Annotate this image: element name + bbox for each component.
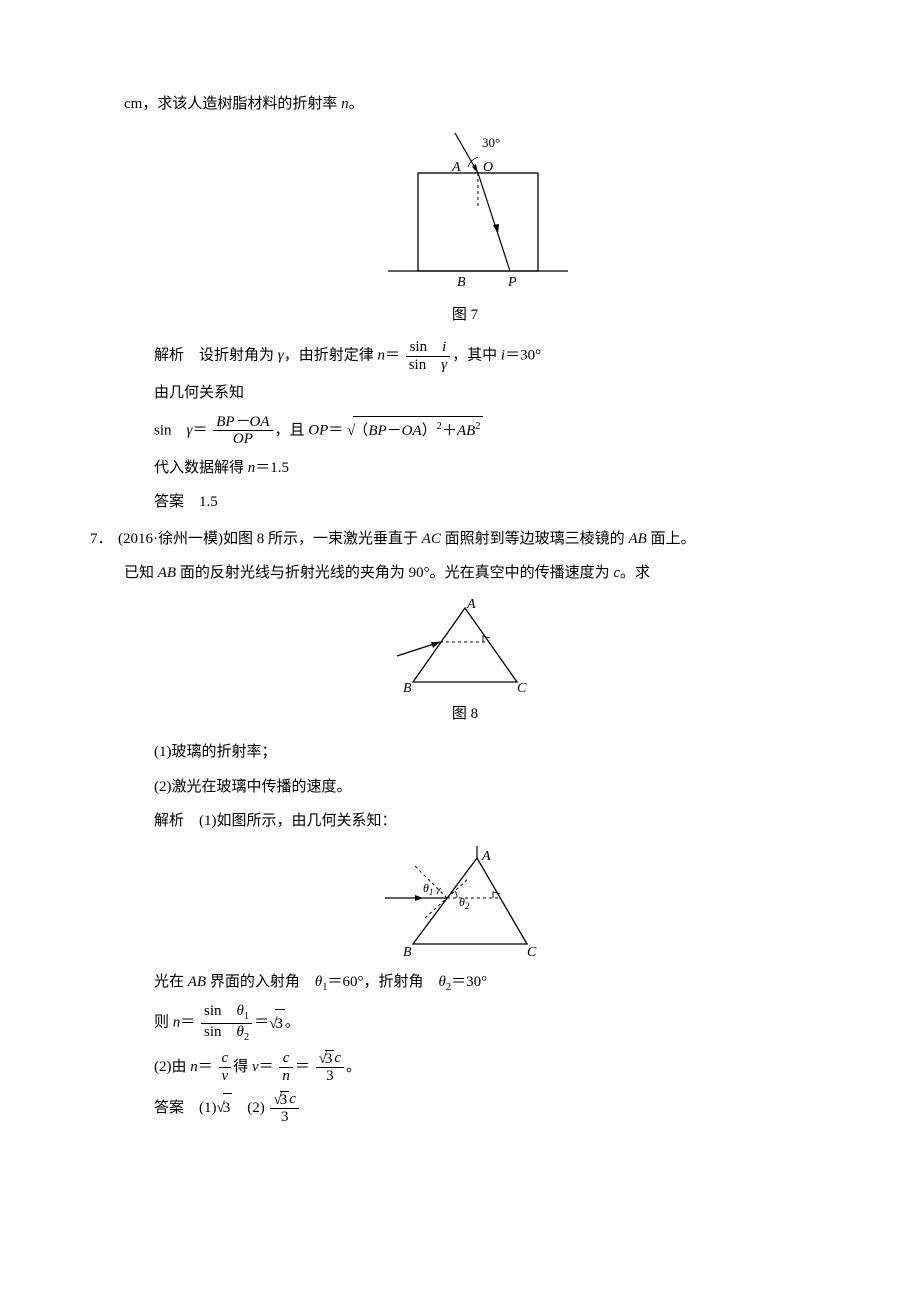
p7-sol-2: 则 n＝ sin θ1 sin θ2 ＝3。 xyxy=(154,1003,840,1043)
svg-text:B: B xyxy=(457,275,466,290)
svg-text:A: A xyxy=(466,597,476,612)
svg-text:B: B xyxy=(403,945,412,960)
fraction: c n xyxy=(279,1050,293,1084)
p7-sol-3: (2)由 n＝ c v 得 v＝ c n ＝ 3c 3 。 xyxy=(154,1050,840,1085)
p6-answer: 答案 1.5 xyxy=(154,488,840,517)
p7-line1: 7．(2016·徐州一模)如图 8 所示，一束激光垂直于 AC 面照射到等边玻璃… xyxy=(90,525,840,554)
fraction: 3c 3 xyxy=(316,1050,344,1085)
p6-sol-2: 由几何关系知 xyxy=(154,379,840,408)
p7-q1: (1)玻璃的折射率； xyxy=(154,738,840,767)
svg-text:A: A xyxy=(451,160,461,175)
question-number: 7． xyxy=(90,525,118,554)
sqrt: 3 xyxy=(217,1093,233,1123)
p6-sol-4: 代入数据解得 n＝1.5 xyxy=(154,454,840,483)
p6-sol-1: 解析 设折射角为 γ，由折射定律 n＝ sin i sin γ ，其中 i＝30… xyxy=(154,339,840,373)
svg-text:C: C xyxy=(527,945,537,960)
p7-q2: (2)激光在玻璃中传播的速度。 xyxy=(154,773,840,802)
svg-text:θ1: θ1 xyxy=(423,881,433,897)
sqrt: （BP－OA）2＋AB2 xyxy=(347,416,482,446)
fraction: sin θ1 sin θ2 xyxy=(201,1003,252,1043)
svg-text:P: P xyxy=(507,275,517,290)
figure-7: 30° A O B P xyxy=(90,127,840,297)
sqrt: 3 xyxy=(269,1009,285,1039)
fraction: sin i sin γ xyxy=(406,339,450,373)
p7-sol-1: 光在 AB 界面的入射角 θ1＝60°，折射角 θ2＝30° xyxy=(154,968,840,998)
p6-sol-3: sin γ＝ BP－OA OP ，且 OP＝ （BP－OA）2＋AB2 xyxy=(154,414,840,448)
text: cm，求该人造树脂材料的折射率 xyxy=(124,96,341,112)
p6-tail: cm，求该人造树脂材料的折射率 n。 xyxy=(124,90,840,119)
fraction: c v xyxy=(219,1050,232,1084)
svg-text:A: A xyxy=(481,849,491,864)
svg-text:O: O xyxy=(483,160,493,175)
figure-8b: A B C θ1 θ2 xyxy=(90,844,840,964)
svg-text:θ2: θ2 xyxy=(459,895,470,911)
figure-8: A B C xyxy=(90,596,840,696)
angle-label: 30° xyxy=(482,135,500,150)
fraction: 3c 3 xyxy=(270,1091,298,1126)
figure-8-caption: 图 8 xyxy=(90,700,840,729)
fraction: BP－OA OP xyxy=(213,414,272,448)
p7-sol-head: 解析 (1)如图所示，由几何关系知： xyxy=(154,807,840,836)
var-n: n xyxy=(341,96,349,112)
p7-answer: 答案 (1)3 (2) 3c 3 xyxy=(154,1091,840,1126)
svg-text:C: C xyxy=(517,681,527,696)
text: 。 xyxy=(349,96,364,112)
svg-text:B: B xyxy=(403,681,412,696)
figure-7-caption: 图 7 xyxy=(90,301,840,330)
p7-line2: 已知 AB 面的反射光线与折射光线的夹角为 90°。光在真空中的传播速度为 c。… xyxy=(124,559,840,588)
